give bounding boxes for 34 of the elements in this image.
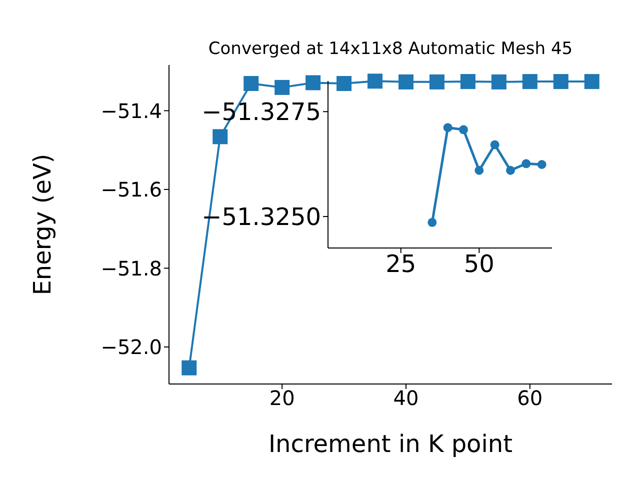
x-tick-label: 20	[269, 386, 295, 410]
y-tick-label: −51.6	[100, 178, 162, 202]
point	[458, 125, 468, 134]
x-tick-label: 60	[517, 386, 543, 410]
point	[398, 74, 414, 90]
x-tick-label: 25	[386, 250, 416, 278]
point	[306, 75, 321, 90]
y-tick-label: −51.8	[100, 256, 162, 280]
x-tick-label: 50	[464, 250, 494, 278]
point	[491, 74, 506, 90]
point	[522, 74, 538, 90]
y-tick-label: −51.4	[100, 98, 162, 123]
point	[368, 74, 383, 89]
point	[553, 74, 568, 90]
point	[428, 218, 437, 227]
point	[244, 76, 259, 92]
point	[336, 76, 352, 92]
point	[537, 160, 546, 169]
point	[490, 140, 500, 150]
point	[584, 74, 600, 90]
point	[182, 360, 197, 376]
point	[506, 166, 515, 175]
point	[474, 166, 484, 175]
point	[212, 129, 228, 144]
x-axis-title: Increment in K point	[268, 430, 513, 458]
y-tick-label: −52.0	[100, 335, 162, 360]
x-tick-label: 40	[393, 386, 419, 410]
chart-title: Converged at 14x11x8 Automatic Mesh 45	[207, 38, 574, 60]
point	[274, 80, 290, 95]
point	[522, 159, 531, 168]
y-axis-title: Energy (eV)	[28, 154, 57, 296]
point	[429, 74, 444, 90]
point	[460, 74, 476, 90]
point	[443, 123, 452, 132]
